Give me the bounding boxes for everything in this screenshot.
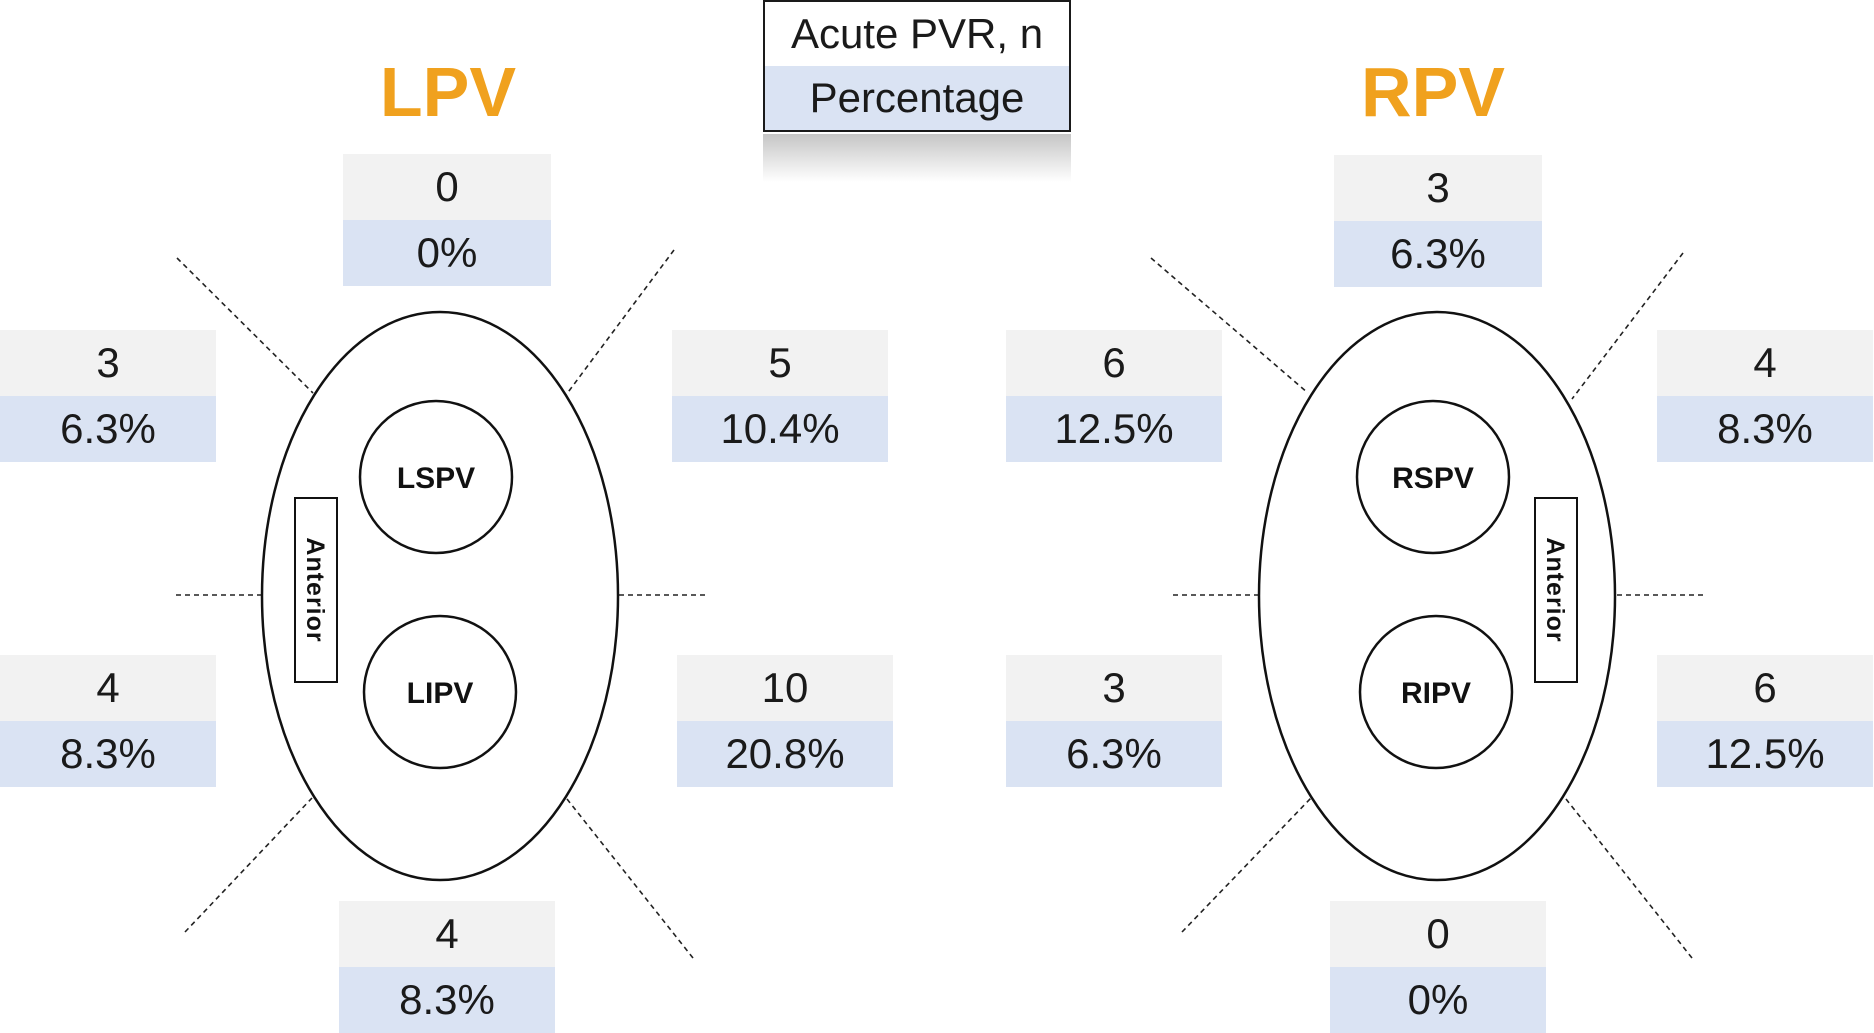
lpv-lower-right-stat: 10 20.8% — [677, 655, 893, 787]
rpv-upper-right-stat: 4 8.3% — [1657, 330, 1873, 462]
segment-divider-lines — [176, 249, 1703, 959]
stat-percent: 20.8% — [677, 721, 893, 787]
stat-percent: 8.3% — [1657, 396, 1873, 462]
stat-count: 6 — [1657, 655, 1873, 721]
stat-count: 4 — [339, 901, 555, 967]
lpv-anterior-box — [294, 497, 338, 683]
lpv-anterior-label: Anterior — [301, 537, 329, 642]
rpv-lower-right-stat: 6 12.5% — [1657, 655, 1873, 787]
rspv-circle — [1355, 399, 1511, 555]
rpv-lower-left-stat: 3 6.3% — [1006, 655, 1222, 787]
stat-count: 4 — [1657, 330, 1873, 396]
rpv-anterior-label: Anterior — [1541, 537, 1569, 642]
rspv-label: RSPV — [1392, 462, 1474, 495]
lspv-circle — [358, 399, 514, 555]
ripv-label: RIPV — [1401, 677, 1471, 710]
stat-percent: 12.5% — [1657, 721, 1873, 787]
stat-count: 0 — [1330, 901, 1546, 967]
legend-count-label: Acute PVR, n — [765, 2, 1069, 66]
lpv-upper-left-stat: 3 6.3% — [0, 330, 216, 462]
rpv-title: RPV — [1361, 53, 1505, 131]
rpv-upper-left-stat: 6 12.5% — [1006, 330, 1222, 462]
stat-count: 0 — [343, 154, 551, 220]
lpv-upper-right-stat: 5 10.4% — [672, 330, 888, 462]
stat-percent: 0% — [343, 220, 551, 286]
rpv-antrum-ellipse — [1257, 310, 1617, 882]
lpv-antrum-ellipse — [260, 310, 620, 882]
lpv-top-stat: 0 0% — [343, 154, 551, 286]
stat-count: 6 — [1006, 330, 1222, 396]
stat-percent: 10.4% — [672, 396, 888, 462]
lipv-circle — [362, 614, 518, 770]
legend-percentage-label: Percentage — [765, 66, 1069, 130]
rpv-anterior-box — [1534, 497, 1578, 683]
stat-percent: 6.3% — [1006, 721, 1222, 787]
stat-count: 10 — [677, 655, 893, 721]
stat-percent: 8.3% — [0, 721, 216, 787]
lpv-title: LPV — [379, 53, 517, 131]
stat-count: 5 — [672, 330, 888, 396]
stat-percent: 6.3% — [0, 396, 216, 462]
lpv-lower-left-stat: 4 8.3% — [0, 655, 216, 787]
stat-percent: 0% — [1330, 967, 1546, 1033]
stat-percent: 12.5% — [1006, 396, 1222, 462]
stat-count: 3 — [1334, 155, 1542, 221]
lipv-label: LIPV — [407, 677, 474, 710]
legend-shadow — [763, 134, 1071, 182]
stat-percent: 8.3% — [339, 967, 555, 1033]
ripv-circle — [1358, 614, 1514, 770]
legend-box: Acute PVR, n Percentage — [763, 0, 1071, 132]
lpv-bottom-stat: 4 8.3% — [339, 901, 555, 1033]
rpv-bottom-stat: 0 0% — [1330, 901, 1546, 1033]
stat-count: 4 — [0, 655, 216, 721]
lspv-label: LSPV — [397, 462, 475, 495]
stat-percent: 6.3% — [1334, 221, 1542, 287]
stat-count: 3 — [1006, 655, 1222, 721]
rpv-top-stat: 3 6.3% — [1334, 155, 1542, 287]
stat-count: 3 — [0, 330, 216, 396]
